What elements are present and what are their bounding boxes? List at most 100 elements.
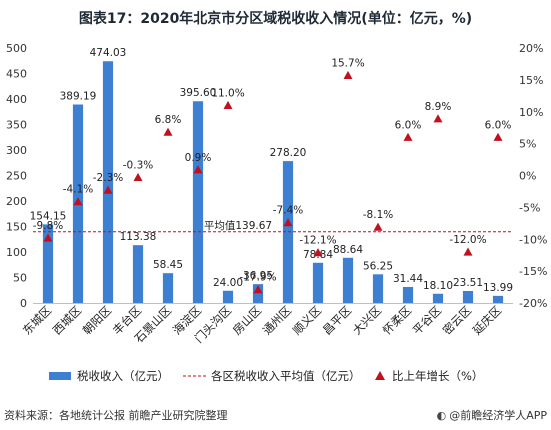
chart-title: 图表17：2020年北京市分区域税收收入情况(单位：亿元，%) bbox=[78, 11, 473, 27]
growth-value-label: -4.1% bbox=[63, 184, 93, 196]
bar bbox=[342, 257, 354, 303]
bar bbox=[162, 273, 174, 303]
y-right-tick-label: -15% bbox=[519, 265, 547, 278]
y-left-tick-label: 450 bbox=[6, 68, 27, 81]
x-category-label: 西城区 bbox=[50, 303, 84, 337]
y-left-tick-label: 350 bbox=[6, 119, 27, 132]
bar bbox=[492, 295, 504, 303]
x-category-label: 通州区 bbox=[260, 303, 294, 337]
growth-marker bbox=[343, 70, 353, 80]
x-category-label: 怀柔区 bbox=[380, 303, 414, 337]
x-category-label: 房山区 bbox=[230, 303, 264, 337]
y-right-tick-label: 20% bbox=[519, 42, 543, 55]
x-category-label: 延庆区 bbox=[470, 303, 504, 337]
y-left-tick-label: 200 bbox=[6, 195, 27, 208]
legend-average-label: 各区税收收入平均值（亿元） bbox=[211, 369, 361, 383]
growth-marker bbox=[133, 172, 143, 182]
bar-value-label: 24.00 bbox=[213, 277, 243, 289]
legend-bar-label: 税收收入（亿元） bbox=[77, 369, 169, 383]
y-right-tick-label: 0% bbox=[519, 170, 536, 183]
y-right-tick-label: 15% bbox=[519, 74, 543, 87]
y-left-tick-label: 100 bbox=[6, 246, 27, 259]
y-right-tick-label: -20% bbox=[519, 297, 547, 310]
footer: 资料来源：各地统计公报 前瞻产业研究院整理 ◐ @前瞻经济学人APP bbox=[4, 406, 547, 424]
bar-value-label: 13.99 bbox=[483, 282, 513, 294]
y-left-tick-label: 250 bbox=[6, 170, 27, 183]
y-left-tick-label: 150 bbox=[6, 221, 27, 234]
growth-marker bbox=[43, 233, 53, 242]
growth-marker bbox=[103, 185, 113, 194]
bar-value-label: 474.03 bbox=[90, 47, 127, 59]
growth-value-label: 8.9% bbox=[425, 101, 452, 113]
legend-growth-label: 比上年增长（%） bbox=[392, 369, 483, 383]
bar-value-label: 88.64 bbox=[333, 244, 363, 256]
bar bbox=[102, 61, 114, 303]
growth-marker bbox=[253, 285, 263, 294]
growth-value-label: -12.1% bbox=[299, 235, 336, 247]
bar-value-label: 113.38 bbox=[120, 231, 157, 243]
x-category-label: 朝阳区 bbox=[80, 303, 114, 337]
bar-value-label: 18.10 bbox=[423, 280, 453, 292]
growth-marker bbox=[223, 100, 233, 109]
bar bbox=[192, 101, 204, 303]
growth-value-label: -7.4% bbox=[273, 205, 303, 217]
y-left-tick-label: 500 bbox=[6, 42, 27, 55]
growth-value-label: 0.9% bbox=[185, 152, 212, 164]
y-right-tick-label: 10% bbox=[519, 106, 543, 119]
growth-value-label: 6.0% bbox=[395, 119, 422, 131]
bar-value-label: 389.19 bbox=[60, 91, 97, 103]
bar bbox=[312, 262, 324, 303]
brand: ◐ @前瞻经济学人APP bbox=[437, 407, 547, 423]
x-category-label: 密云区 bbox=[440, 303, 474, 337]
growth-marker bbox=[193, 165, 203, 174]
brand-text: @前瞻经济学人APP bbox=[449, 409, 547, 422]
bar-value-label: 278.20 bbox=[270, 147, 307, 159]
growth-value-label: 15.7% bbox=[331, 57, 364, 69]
x-category-label: 平谷区 bbox=[410, 303, 444, 337]
bar bbox=[252, 284, 264, 303]
growth-marker bbox=[313, 248, 323, 257]
growth-marker bbox=[163, 127, 173, 136]
x-category-label: 大兴区 bbox=[350, 303, 384, 337]
bar bbox=[372, 274, 384, 303]
growth-value-label: -8.1% bbox=[363, 209, 393, 221]
bar-value-label: 31.44 bbox=[393, 273, 423, 285]
y-right-tick-label: 5% bbox=[519, 138, 536, 151]
x-category-label: 顺义区 bbox=[290, 303, 324, 337]
legend-bar-swatch bbox=[49, 372, 71, 380]
bar-value-label: 154.15 bbox=[30, 210, 67, 222]
growth-value-label: 6.8% bbox=[155, 114, 182, 126]
y-left-tick-label: 0 bbox=[20, 297, 27, 310]
growth-marker bbox=[373, 222, 383, 231]
growth-marker bbox=[463, 247, 473, 256]
bar-value-label: 58.45 bbox=[153, 259, 183, 271]
y-right-tick-label: -10% bbox=[519, 233, 547, 246]
y-left-tick-label: 300 bbox=[6, 144, 27, 157]
growth-value-label: -9.8% bbox=[33, 220, 63, 232]
bar bbox=[432, 293, 444, 303]
growth-value-label: 11.0% bbox=[211, 87, 244, 99]
source-text: 资料来源：各地统计公报 前瞻产业研究院整理 bbox=[4, 409, 228, 422]
bar-value-label: 23.51 bbox=[453, 277, 483, 289]
bar bbox=[42, 224, 54, 303]
growth-marker bbox=[433, 114, 443, 123]
bar-value-label: 56.25 bbox=[363, 260, 393, 272]
average-label: 平均值139.67 bbox=[204, 219, 272, 232]
y-left-tick-label: 400 bbox=[6, 93, 27, 106]
growth-marker bbox=[73, 197, 83, 206]
bar-value-label: 395.60 bbox=[180, 87, 217, 99]
bar bbox=[462, 291, 474, 303]
chart-svg: 0 50 100 150 200 250 300 350 400 450 500 -20% -15% -1… bbox=[6, 42, 547, 383]
growth-value-label: 6.0% bbox=[485, 119, 512, 131]
app-icon: ◐ bbox=[436, 408, 447, 422]
y-left-tick-label: 50 bbox=[13, 272, 27, 285]
y-right-tick-label: -5% bbox=[519, 201, 540, 214]
legend-growth-swatch bbox=[375, 371, 385, 380]
bar-value-label: 36.95 bbox=[243, 270, 273, 282]
bar bbox=[222, 290, 234, 303]
bar bbox=[402, 286, 414, 303]
x-category-label: 昌平区 bbox=[320, 303, 354, 337]
growth-marker bbox=[403, 132, 413, 141]
growth-marker bbox=[283, 218, 293, 227]
